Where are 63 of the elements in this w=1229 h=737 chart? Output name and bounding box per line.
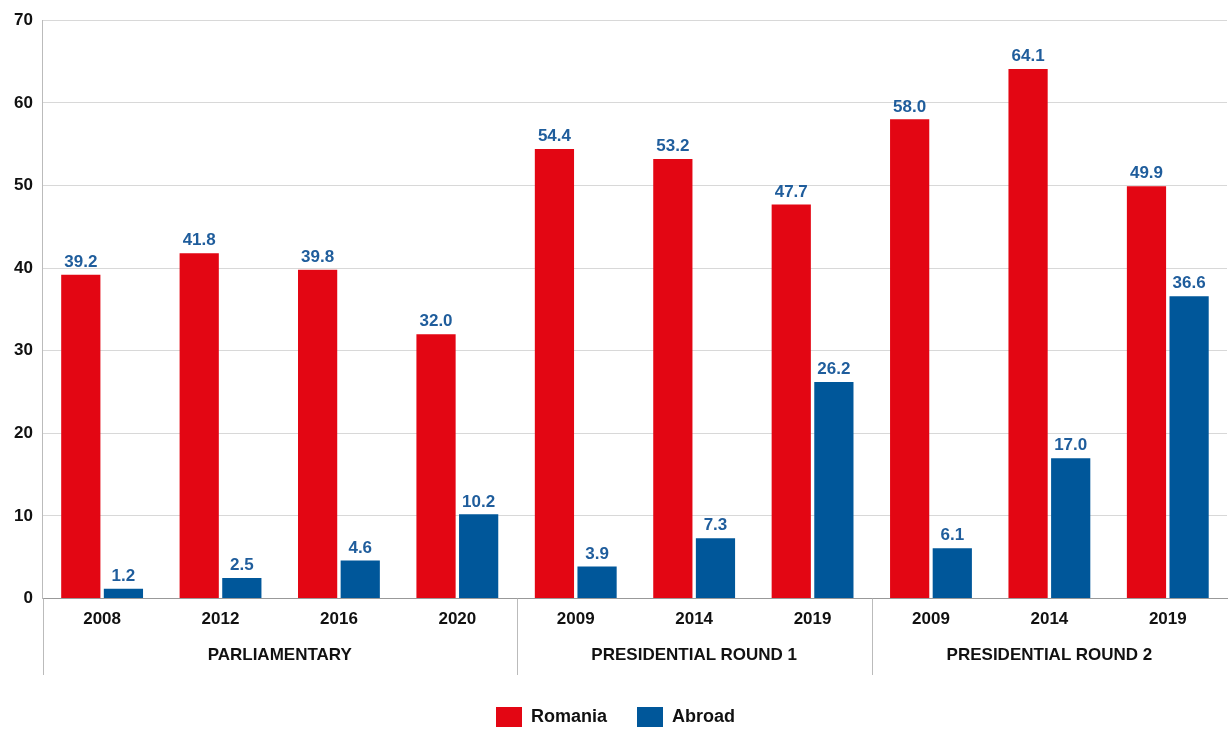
data-label: 1.2 (111, 565, 136, 585)
data-label: 64.1 (1011, 46, 1045, 66)
bar (222, 577, 262, 599)
y-tick-label: 30 (13, 340, 33, 360)
x-tick-label: 2014 (1030, 609, 1069, 629)
data-label: 7.3 (703, 515, 728, 535)
y-tick-label: 40 (13, 257, 33, 277)
x-tick-label: 2012 (201, 609, 240, 629)
data-label: 54.4 (537, 126, 572, 146)
y-tick-label: 70 (13, 9, 33, 29)
bar (1051, 458, 1091, 599)
data-label: 58.0 (893, 96, 927, 116)
bar (695, 538, 736, 599)
x-tick-label: 2019 (793, 609, 832, 629)
bar (653, 159, 693, 599)
x-tick-label: 2009 (912, 609, 950, 629)
data-label: 36.6 (1172, 273, 1206, 293)
data-label: 2.5 (230, 555, 254, 575)
data-label: 4.6 (348, 537, 373, 557)
bar (340, 560, 380, 599)
y-tick-label: 50 (13, 175, 33, 195)
data-label: 26.2 (817, 359, 851, 379)
bar (416, 334, 456, 599)
bar (298, 269, 338, 599)
bar (179, 253, 219, 599)
data-label: 39.8 (301, 246, 335, 266)
bar (890, 119, 930, 599)
data-label: 49.9 (1129, 163, 1164, 183)
legend-label: Romania (530, 705, 608, 726)
text: PRESIDENTIAL ROUND 1 (591, 644, 797, 664)
legend-label: Abroad (672, 705, 736, 726)
x-tick-label: 2008 (83, 609, 122, 629)
bar (577, 566, 617, 599)
bar (1126, 186, 1167, 599)
x-tick-label: 2016 (320, 609, 358, 629)
bar (103, 588, 144, 599)
data-label: 6.1 (940, 525, 965, 545)
data-label: 47.7 (774, 181, 808, 201)
bar (771, 204, 811, 599)
y-tick-label: 0 (23, 588, 33, 608)
x-tick-label: 2009 (556, 609, 595, 629)
text: PARLIAMENTARY (207, 644, 353, 664)
y-tick-label: 20 (13, 423, 33, 443)
bar (534, 149, 575, 599)
bar (459, 514, 499, 599)
x-tick-label: 2019 (1148, 609, 1187, 629)
bar (932, 548, 972, 599)
data-label: 53.2 (656, 136, 690, 156)
y-tick-label: 10 (13, 505, 33, 525)
bar (1169, 296, 1209, 599)
data-label: 41.8 (182, 230, 216, 250)
data-label: 3.9 (585, 543, 609, 563)
data-label: 17.0 (1054, 435, 1088, 455)
y-tick-label: 60 (13, 92, 33, 112)
x-tick-label: 2020 (438, 609, 477, 629)
data-label: 39.2 (64, 251, 98, 271)
data-label: 32.0 (419, 311, 453, 331)
x-tick-label: 2014 (675, 609, 714, 629)
bar (1008, 68, 1048, 599)
text: PRESIDENTIAL ROUND 2 (946, 644, 1153, 664)
data-label: 10.2 (462, 491, 496, 511)
bar (61, 274, 101, 599)
bar (814, 382, 854, 599)
